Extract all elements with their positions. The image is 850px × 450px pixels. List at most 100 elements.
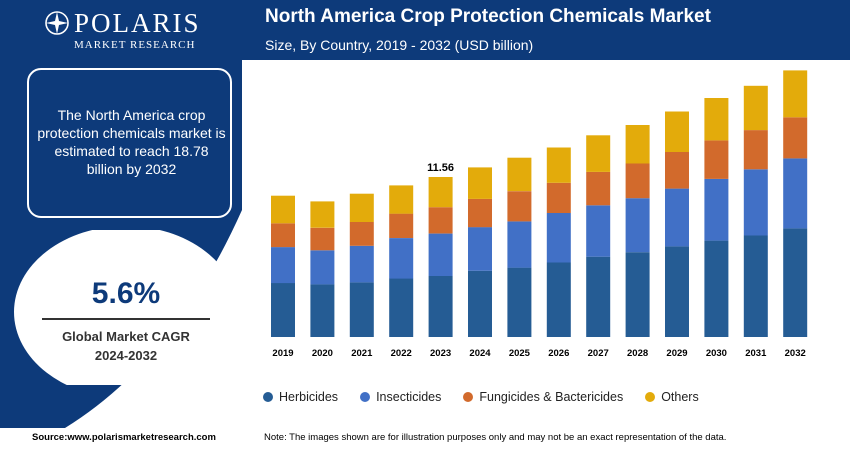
x-tick-2024: 2024 — [469, 348, 491, 359]
cagr-label: Global Market CAGR 2024-2032 — [10, 327, 242, 365]
cagr-label-line1: Global Market CAGR — [62, 329, 190, 344]
info-text: The North America crop protection chemic… — [37, 107, 226, 177]
x-tick-2021: 2021 — [351, 348, 373, 359]
bar-2025-fungicides-bactericides — [507, 191, 532, 222]
cagr-label-line2: 2024-2032 — [94, 348, 158, 363]
legend-label: Herbicides — [279, 390, 339, 404]
bar-2023-insecticides — [428, 233, 453, 276]
bar-2024-insecticides — [468, 227, 492, 271]
bar-2028-others — [625, 125, 650, 164]
bar-2029-herbicides — [665, 246, 689, 337]
legend: Herbicides Insecticides Fungicides & Bacte… — [263, 389, 721, 405]
page-title: North America Crop Protection Chemicals … — [265, 6, 711, 27]
x-tick-2030: 2030 — [706, 348, 727, 359]
bar-2025-herbicides — [507, 267, 532, 337]
bar-2027-others — [586, 135, 611, 172]
bar-group — [271, 70, 808, 337]
x-axis-tick-labels: 2019 2020 2021 2022 2023 2024 2025 2026 2027 2028… — [272, 348, 805, 359]
bar-2031-fungicides-bactericides — [743, 130, 768, 170]
bar-2021-insecticides — [349, 245, 374, 283]
legend-swatch — [263, 392, 273, 402]
x-tick-2032: 2032 — [785, 348, 806, 359]
bar-2031-herbicides — [743, 235, 768, 337]
bar-2032-others — [783, 70, 808, 118]
x-tick-2025: 2025 — [509, 348, 531, 359]
brand-name: POLARIS — [74, 8, 201, 38]
bar-2028-insecticides — [625, 198, 650, 253]
bar-2027-insecticides — [586, 205, 611, 257]
bar-2022-others — [389, 185, 414, 214]
bar-2030-herbicides — [704, 240, 729, 337]
bar-2030-insecticides — [704, 178, 729, 241]
bar-2031-others — [743, 85, 768, 131]
x-tick-2031: 2031 — [745, 348, 767, 359]
brand-tagline: MARKET RESEARCH — [74, 39, 196, 51]
bar-2019-herbicides — [271, 283, 295, 337]
bar-2026-insecticides — [546, 213, 571, 263]
x-tick-2026: 2026 — [548, 348, 569, 359]
source-text: Source:www.polarismarketresearch.com — [32, 432, 216, 443]
info-box: The North America crop protection chemic… — [27, 68, 232, 218]
legend-swatch — [463, 392, 474, 402]
bar-2026-others — [546, 147, 571, 183]
bar-2032-herbicides — [783, 228, 808, 337]
bar-2021-others — [349, 193, 374, 222]
footer: Source:www.polarismarketresearch.com Not… — [0, 428, 850, 450]
bar-2024-others — [468, 167, 492, 199]
bar-2031-insecticides — [743, 169, 768, 236]
bar-2022-fungicides-bactericides — [389, 213, 414, 238]
legend-swatch — [360, 392, 371, 402]
bar-2025-insecticides — [507, 221, 532, 268]
bar-2025-others — [507, 157, 532, 192]
bar-2020-herbicides — [310, 284, 335, 337]
cagr-value: 5.6% — [91, 277, 161, 310]
data-label-2023: 11.56 — [427, 162, 454, 174]
bar-2023-others — [428, 177, 453, 208]
legend-label: Others — [661, 390, 699, 404]
page-subtitle: Size, By Country, 2019 - 2032 (USD billi… — [265, 37, 534, 53]
bar-2028-fungicides-bactericides — [625, 163, 650, 199]
bar-2022-insecticides — [389, 238, 414, 279]
bar-2022-herbicides — [389, 278, 414, 337]
chart-panel: 11.56 2019 2020 2021 2022 2023 2024 2025 2026 20… — [242, 60, 850, 428]
x-tick-2020: 2020 — [312, 348, 333, 359]
bar-2020-fungicides-bactericides — [310, 227, 335, 251]
header: POLARIS MARKET RESEARCH North America Cr… — [0, 0, 850, 60]
bar-2028-herbicides — [625, 252, 650, 337]
bar-2020-insecticides — [310, 250, 335, 285]
annotation-group: 11.56 — [427, 162, 454, 174]
bar-2019-insecticides — [271, 247, 295, 284]
bar-2030-fungicides-bactericides — [704, 140, 729, 179]
bar-2030-others — [704, 98, 729, 141]
bar-2027-herbicides — [586, 256, 611, 337]
bar-2019-fungicides-bactericides — [271, 223, 295, 248]
bar-2021-herbicides — [349, 282, 374, 337]
bar-2019-others — [271, 195, 295, 224]
bar-2024-herbicides — [468, 270, 492, 337]
legend-item-others: Others — [645, 390, 699, 404]
bar-2020-others — [310, 201, 335, 228]
bar-2029-others — [665, 111, 689, 152]
cagr-callout: 5.6% Global Market CAGR 2024-2032 — [10, 230, 242, 385]
cagr-circle-shape — [14, 230, 238, 385]
bar-2027-fungicides-bactericides — [586, 171, 611, 206]
bar-2032-fungicides-bactericides — [783, 117, 808, 159]
x-tick-2019: 2019 — [272, 348, 293, 359]
bar-2023-herbicides — [428, 276, 453, 337]
bar-2021-fungicides-bactericides — [349, 222, 374, 246]
bar-2029-fungicides-bactericides — [665, 152, 689, 189]
bar-2026-herbicides — [546, 262, 571, 337]
legend-swatch — [645, 392, 656, 402]
bar-2024-fungicides-bactericides — [468, 198, 492, 228]
disclaimer-note: Note: The images shown are for illustrat… — [264, 432, 727, 443]
legend-item-herbicides: Herbicides — [263, 390, 338, 404]
x-tick-2023: 2023 — [430, 348, 451, 359]
x-tick-2022: 2022 — [391, 348, 412, 359]
bar-2026-fungicides-bactericides — [546, 182, 571, 213]
star-icon — [45, 11, 69, 35]
legend-label: Fungicides & Bactericides — [479, 390, 624, 404]
x-tick-2028: 2028 — [627, 348, 648, 359]
legend-item-fungicides-bactericides: Fungicides & Bactericides — [463, 390, 623, 404]
bar-2023-fungicides-bactericides — [428, 207, 453, 234]
